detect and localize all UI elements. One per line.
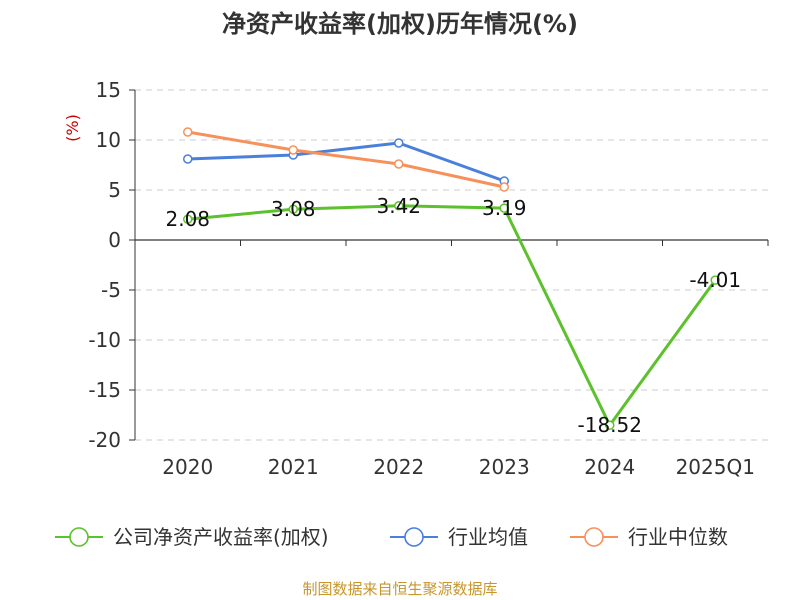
y-tick-label: 10 — [96, 128, 121, 152]
y-tick-label: -20 — [88, 428, 121, 452]
legend-marker — [69, 527, 89, 547]
x-tick-label: 2021 — [268, 455, 319, 479]
legend-label: 行业中位数 — [628, 525, 728, 549]
series-group — [183, 127, 720, 430]
y-tick-label: -5 — [101, 278, 121, 302]
y-tick-label: 5 — [108, 178, 121, 202]
data-point — [394, 159, 404, 169]
y-tick-label: 0 — [108, 228, 121, 252]
legend-label: 公司净资产收益率(加权) — [113, 525, 329, 549]
source-note: 制图数据来自恒生聚源数据库 — [302, 580, 497, 598]
y-axis-unit: (%) — [63, 114, 82, 142]
data-point — [710, 275, 720, 285]
series-line — [187, 141, 505, 183]
data-label: -4.01 — [689, 268, 741, 292]
legend-item-2: 行业中位数 — [570, 525, 728, 549]
data-point — [499, 203, 509, 213]
data-labels: 2.08 3.08 3.42 3.19 -18.52 -4.01 — [165, 194, 741, 437]
x-tick-label: 2024 — [584, 455, 635, 479]
x-tick-label: 2020 — [162, 455, 213, 479]
data-label: 3.42 — [376, 194, 421, 218]
data-label: 2.08 — [165, 207, 210, 231]
data-label: -18.52 — [578, 413, 642, 437]
data-point — [394, 201, 404, 211]
y-tick-label: 15 — [96, 78, 121, 102]
data-point — [183, 214, 193, 224]
legend-label: 行业均值 — [448, 525, 528, 549]
data-label: 3.19 — [482, 196, 527, 220]
axes — [129, 89, 769, 441]
y-tick-label: -10 — [88, 328, 121, 352]
legend-marker — [584, 527, 604, 547]
data-point — [605, 420, 615, 430]
legend-item-0: 公司净资产收益率(加权) — [55, 525, 329, 549]
legend: 公司净资产收益率(加权) 行业均值 行业中位数 — [55, 525, 728, 549]
y-tick-label: -15 — [88, 378, 121, 402]
data-point — [183, 154, 193, 164]
grid-lines — [135, 89, 768, 441]
data-point — [183, 127, 193, 137]
data-point — [499, 182, 509, 192]
data-label: 3.08 — [271, 197, 316, 221]
data-point — [288, 204, 298, 214]
x-tick-label: 2025Q1 — [676, 455, 755, 479]
x-tick-label: 2023 — [479, 455, 530, 479]
x-tick-label: 2022 — [373, 455, 424, 479]
x-tick-labels: 2020 2021 2022 2023 2024 2025Q1 — [162, 455, 755, 479]
data-point — [394, 138, 404, 148]
data-point — [288, 145, 298, 155]
legend-item-1: 行业均值 — [390, 525, 528, 549]
legend-marker — [404, 527, 424, 547]
series-line — [187, 130, 505, 189]
series-line — [187, 204, 717, 427]
chart-title: 净资产收益率(加权)历年情况(%) — [222, 10, 578, 38]
series-2 — [183, 127, 509, 192]
y-tick-labels: 15 10 5 0 -5 -10 -15 -20 — [88, 78, 121, 452]
series-0 — [183, 201, 720, 430]
